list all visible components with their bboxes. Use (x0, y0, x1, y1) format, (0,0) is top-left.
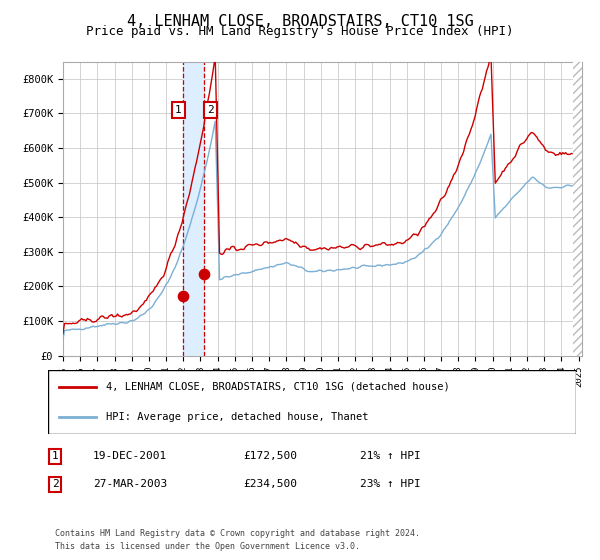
Text: Price paid vs. HM Land Registry's House Price Index (HPI): Price paid vs. HM Land Registry's House … (86, 25, 514, 38)
Bar (182, 62, 205, 356)
Text: Contains HM Land Registry data © Crown copyright and database right 2024.
This d: Contains HM Land Registry data © Crown c… (55, 529, 420, 550)
Point (200, 270, 209, 279)
Text: 1: 1 (52, 451, 59, 461)
Text: 23% ↑ HPI: 23% ↑ HPI (360, 479, 421, 489)
Text: 2: 2 (207, 105, 214, 115)
Text: 27-MAR-2003: 27-MAR-2003 (93, 479, 167, 489)
Text: 4, LENHAM CLOSE, BROADSTAIRS, CT10 1SG: 4, LENHAM CLOSE, BROADSTAIRS, CT10 1SG (127, 14, 473, 29)
Text: HPI: Average price, detached house, Thanet: HPI: Average price, detached house, Than… (106, 412, 368, 422)
Bar (574, 62, 582, 356)
FancyBboxPatch shape (48, 370, 576, 434)
Text: £234,500: £234,500 (243, 479, 297, 489)
Bar (574, 62, 582, 356)
Text: 21% ↑ HPI: 21% ↑ HPI (360, 451, 421, 461)
Text: 2: 2 (52, 479, 59, 489)
Text: 19-DEC-2001: 19-DEC-2001 (93, 451, 167, 461)
Text: £172,500: £172,500 (243, 451, 297, 461)
Text: 1: 1 (175, 105, 182, 115)
Text: 4, LENHAM CLOSE, BROADSTAIRS, CT10 1SG (detached house): 4, LENHAM CLOSE, BROADSTAIRS, CT10 1SG (… (106, 382, 450, 392)
Point (178, 291, 187, 300)
